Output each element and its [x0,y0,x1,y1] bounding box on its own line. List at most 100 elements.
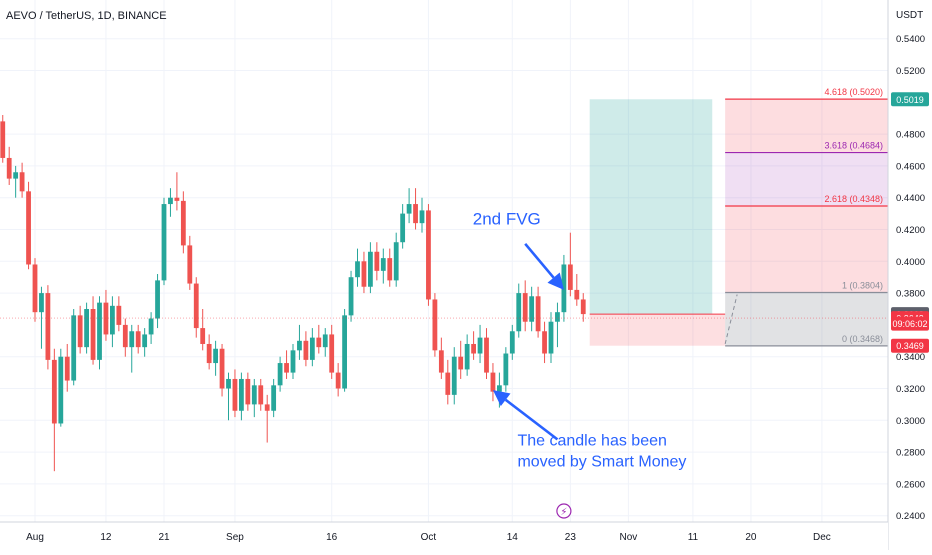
annotation-arrow-head [547,272,564,290]
candle-body [64,356,70,381]
candle-body [26,191,31,265]
stop-loss-zone [589,314,726,346]
candle-body [297,340,302,351]
candle-body [187,245,193,284]
fib-band [725,99,888,153]
candle-body [97,302,102,360]
annotation-arrow-head [492,390,511,407]
x-tick-label: Dec [813,532,831,543]
candle-body [580,299,586,315]
candle-body [361,261,367,287]
fib-trend-line [724,294,738,345]
candle-body [84,309,89,348]
candle-body [316,337,322,348]
candle-body [322,334,328,348]
candle-body [116,305,122,325]
annotation-text: The candle has been [517,433,666,450]
annotation-text: 2nd FVG [473,210,541,229]
fib-band [725,292,888,346]
candle-body [251,385,257,405]
candle-body [490,372,496,392]
candle-body [174,197,180,201]
position-zones [589,99,726,346]
candle-body [393,242,399,281]
annotation-text: moved by Smart Money [517,453,686,470]
fib-band [725,152,888,206]
x-tick-label: 20 [745,532,757,543]
price-axis-panel [888,0,932,550]
y-tick-label: 0.4800 [896,130,925,141]
candle-body [290,350,296,373]
y-tick-label: 0.2600 [896,479,925,490]
take-profit-zone [589,99,713,315]
candle-body [271,385,277,411]
price-label: 0.3469 [896,341,924,351]
candle-body [142,334,148,348]
candle-body [155,280,160,319]
candle-body [129,331,135,348]
candle-body [103,302,109,335]
time-axis-panel [0,522,888,550]
candle-body [445,372,451,395]
y-tick-label: 0.3000 [896,416,925,427]
candle-body [245,378,251,405]
candle-body [51,359,57,424]
candle-body [542,331,547,354]
candle-body [219,348,225,389]
candle-body [464,343,470,370]
fib-level-label: 4.618 (0.5020) [824,87,883,97]
candle-body [497,385,502,392]
event-marker-symbol: ⚡ [560,507,567,518]
candle-body [335,372,341,389]
annotation-arrow-shaft [524,242,555,279]
candle-body [535,296,541,332]
x-tick-label: 14 [507,532,519,543]
x-tick-label: Oct [421,532,437,543]
candle-body [39,293,44,313]
candle-body [522,293,528,322]
x-tick-label: Nov [620,532,638,543]
candle-body [122,324,128,348]
candle-body [561,264,567,313]
candle-body [516,293,522,332]
candle-body [71,315,77,381]
candle-body [387,258,393,281]
annotations: 2nd FVG The candle has been moved by Smart… [473,210,687,471]
x-tick-label: 16 [326,532,338,543]
annotation-arrow-shaft [504,398,559,441]
y-tick-label: 0.2800 [896,448,925,459]
candle-body [226,378,231,389]
candle-body [342,315,347,389]
candle-body [574,289,580,300]
candle-body [0,121,6,158]
x-tick-label: 11 [688,532,699,543]
fib-extension: 0 (0.3468) 1 (0.3804) 2.618 (0.4348) 3.618 … [724,87,888,347]
y-tick-label: 0.4000 [896,257,925,268]
candle-body [19,172,25,192]
candle-body [348,277,354,316]
price-label: 0.5019 [896,95,924,105]
candle-body [239,378,244,411]
y-tick-label: 0.3800 [896,289,925,300]
y-tick-label: 0.5200 [896,66,925,77]
candle-body [213,348,218,364]
x-tick-label: Sep [226,532,244,543]
candle-body [368,251,373,287]
candle-body [45,293,51,360]
fib-band [725,205,888,293]
y-tick-label: 0.4200 [896,225,925,236]
candle-body [548,321,554,354]
candle-body [264,404,270,411]
candle-body [471,343,476,354]
candle-body [567,264,573,290]
candle-body [284,363,289,373]
x-tick-label: 21 [158,532,170,543]
candle-body [380,258,386,271]
candle-body [355,261,360,278]
candle-body [406,204,412,214]
fib-level-label: 1 (0.3804) [842,280,883,290]
fib-level-label: 0 (0.3468) [842,334,883,344]
candle-body [277,363,283,386]
price-label-bg [891,92,929,107]
